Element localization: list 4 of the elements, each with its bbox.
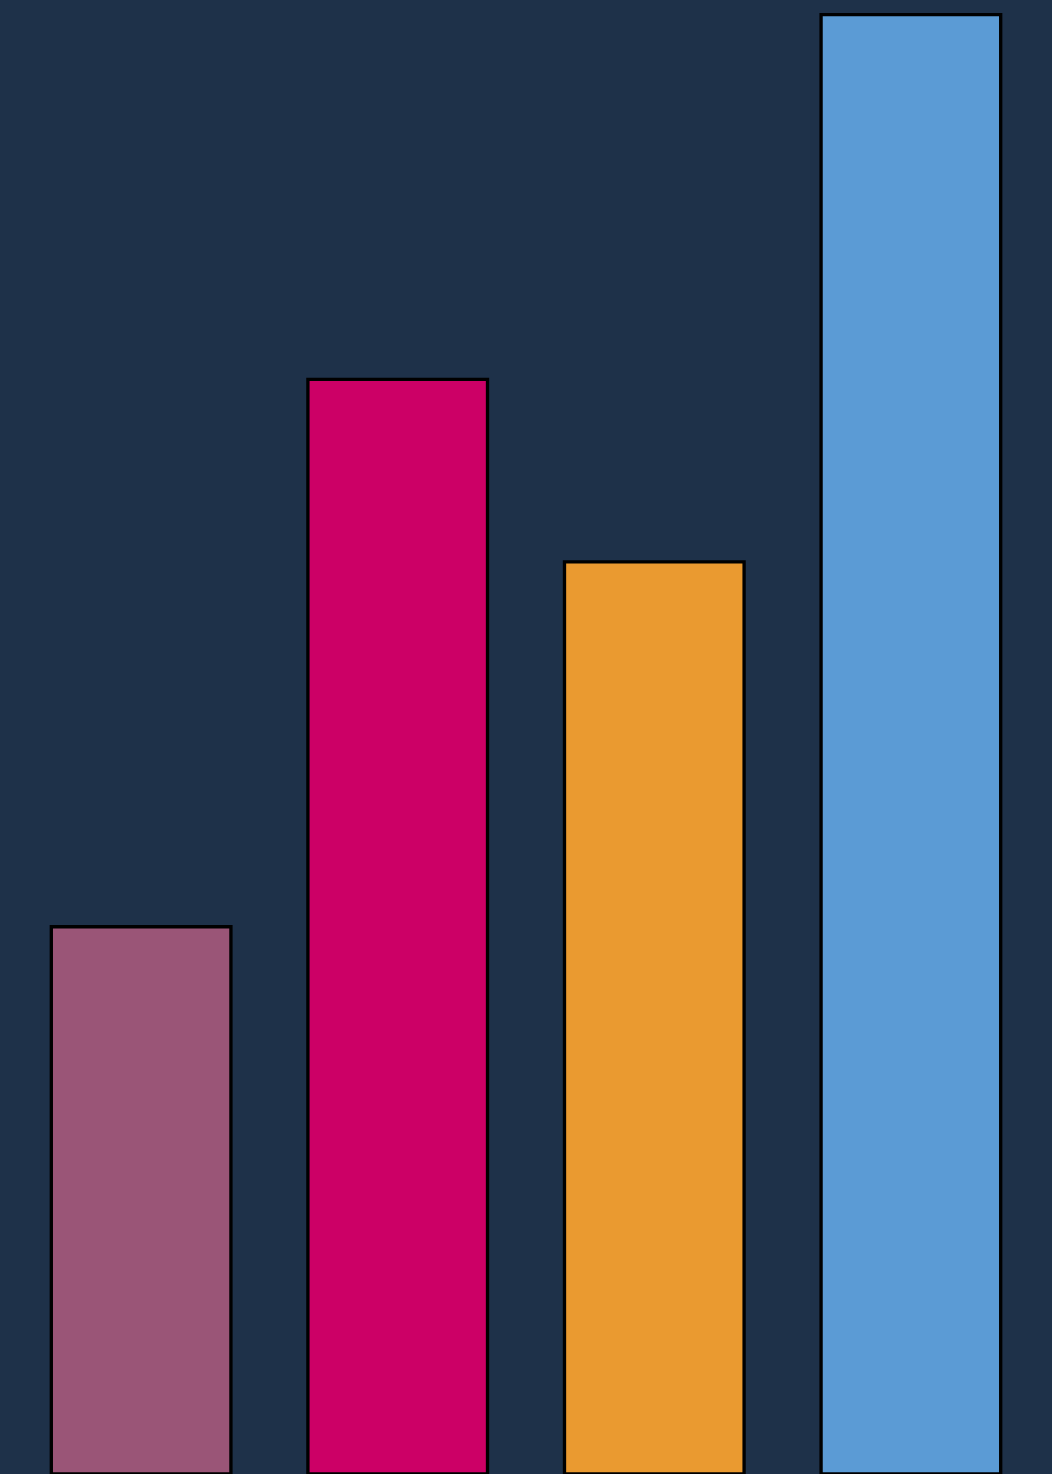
bar: [819, 12, 1003, 1474]
bar: [306, 377, 490, 1474]
bar: [49, 925, 233, 1474]
bar: [562, 560, 746, 1474]
